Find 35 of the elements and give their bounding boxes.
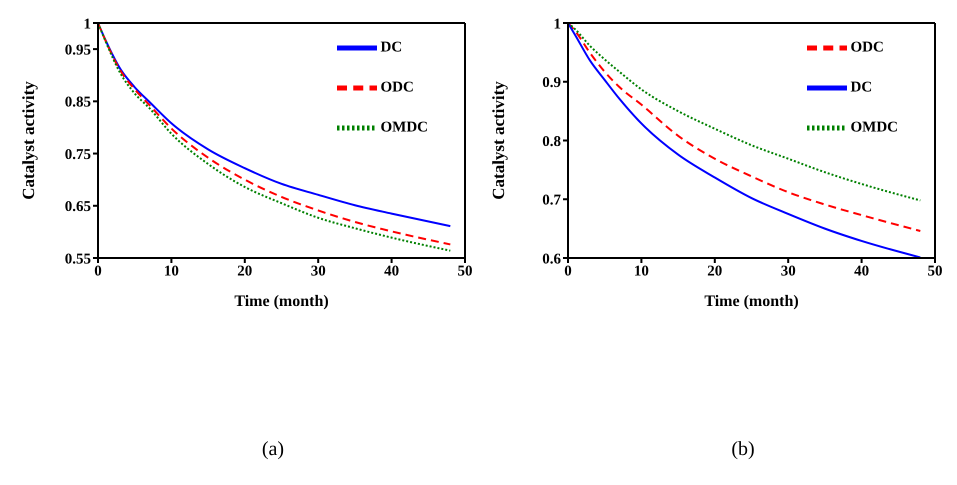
- x-tick-label: 40: [384, 264, 400, 280]
- legend-label: DC: [850, 79, 872, 96]
- x-tick-label: 30: [780, 264, 796, 280]
- x-tick-label: 20: [707, 264, 722, 280]
- y-tick-label: 0.8: [542, 134, 561, 150]
- y-tick-label: 0.85: [64, 94, 91, 111]
- text: (a): [260, 438, 286, 461]
- legend-label: ODC: [850, 39, 884, 56]
- y-tick-label: 0.9: [542, 75, 561, 92]
- x-tick-label: 10: [634, 264, 649, 280]
- y-tick-label: 0.75: [64, 146, 91, 163]
- x-tick-label: 0: [94, 264, 102, 280]
- y-tick-label: 0.6: [542, 251, 562, 268]
- y-axis-title: Catalyst activity: [489, 80, 508, 200]
- legend-label: ODC: [380, 79, 414, 96]
- y-tick-label: 1: [554, 16, 561, 32]
- y-tick-label: 1: [84, 16, 91, 32]
- x-tick-label: 20: [237, 264, 252, 280]
- x-axis-title: Time (month): [704, 293, 799, 310]
- y-tick-label: 0.65: [64, 199, 91, 216]
- x-tick-label: 50: [928, 264, 942, 280]
- x-tick-label: 30: [310, 264, 326, 280]
- legend-label: DC: [380, 39, 402, 56]
- x-tick-label: 0: [564, 264, 572, 280]
- y-tick-label: 0.7: [542, 192, 562, 209]
- legend-label: OMDC: [850, 119, 898, 136]
- y-tick-label: 0.95: [64, 42, 91, 58]
- y-axis-title: Catalyst activity: [19, 80, 38, 200]
- text: (b): [730, 438, 756, 461]
- legend-label: OMDC: [380, 119, 428, 136]
- x-axis-title: Time (month): [234, 293, 329, 310]
- x-tick-label: 10: [164, 264, 179, 280]
- x-tick-label: 50: [458, 264, 472, 280]
- y-tick-label: 0.55: [64, 251, 91, 268]
- x-tick-label: 40: [854, 264, 870, 280]
